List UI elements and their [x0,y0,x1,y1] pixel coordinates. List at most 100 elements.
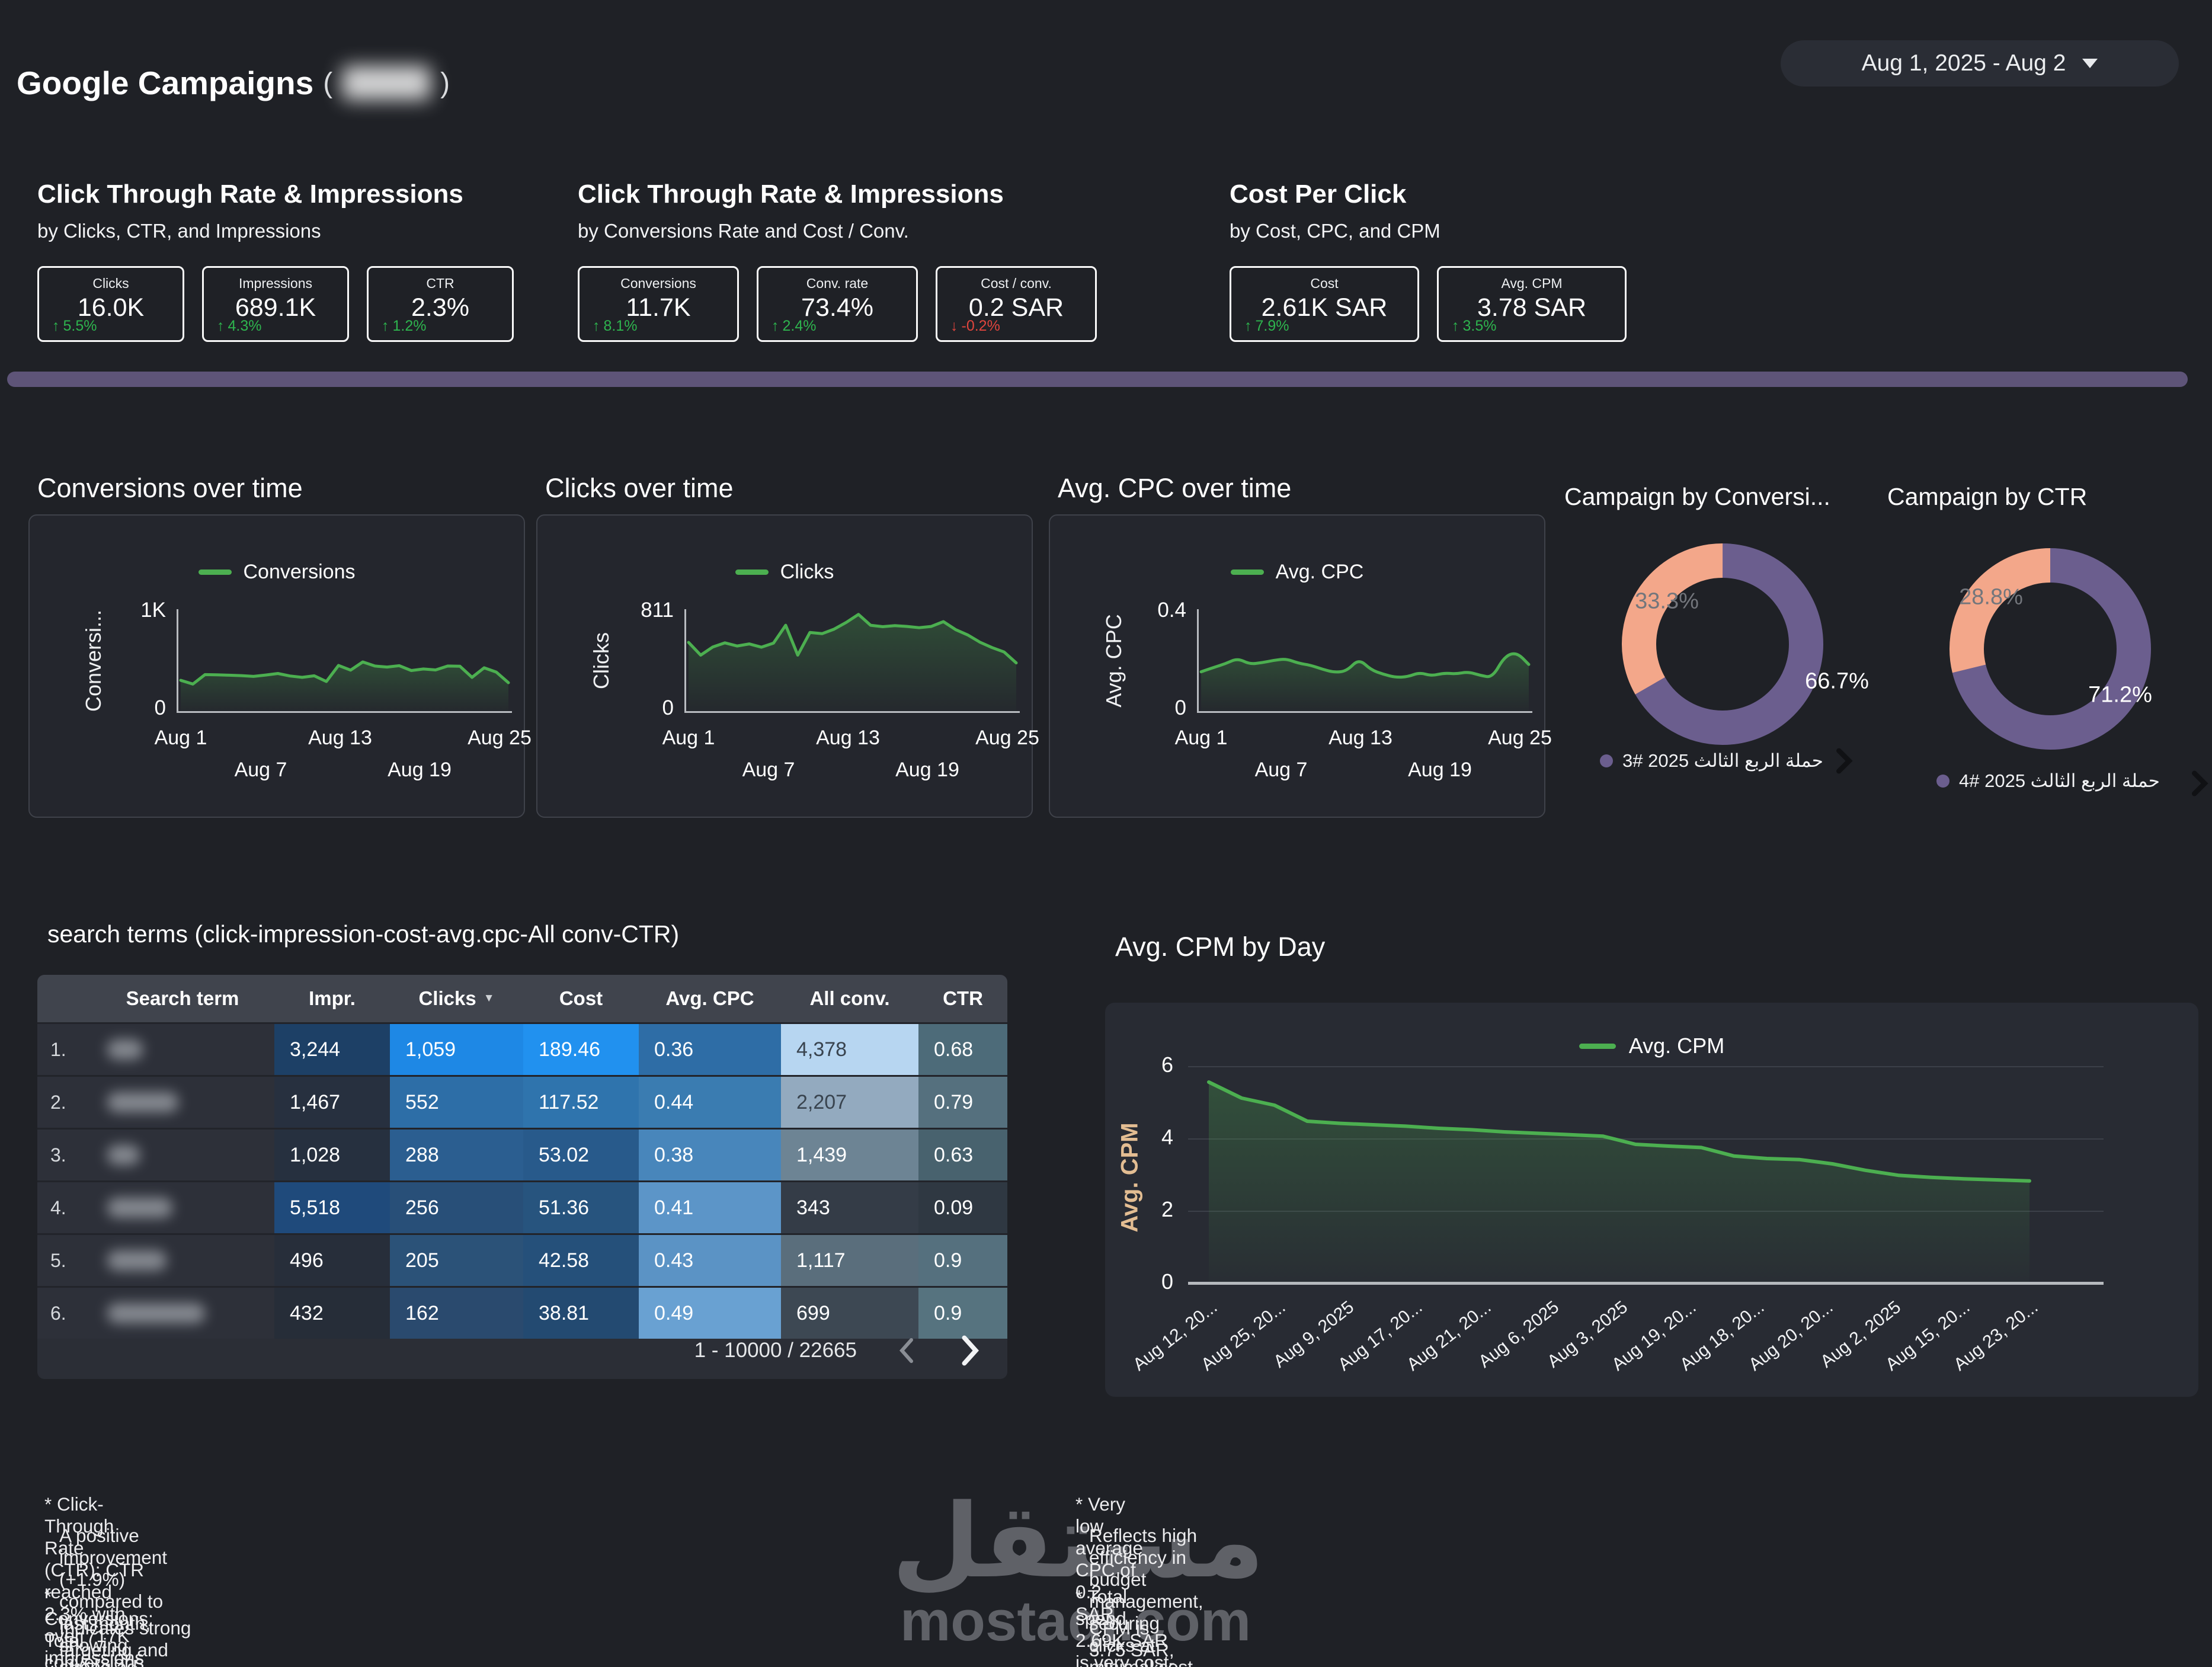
redacted-text [107,1039,143,1060]
cpm-chart-title: Avg. CPM by Day [1115,932,1326,962]
x-tick: Aug 13 [1329,727,1392,749]
table-row[interactable]: 4. 5,518 256 51.36 0.41 343 0.09 [37,1180,1007,1233]
trend-arrow-icon: ↑ [1244,318,1252,334]
kpi-card: Cost 2.61K SAR ↑ 7.9% [1230,266,1419,342]
cell-avg-cpc: 0.41 [639,1182,781,1233]
cell-cost: 117.52 [523,1077,639,1128]
y-tick-min: 0 [1174,696,1186,719]
page-next-icon[interactable] [956,1334,982,1367]
sort-desc-icon: ▼ [483,992,495,1004]
chevron-right-icon[interactable] [1830,745,1857,776]
donut-pct-label: 33.3% [1635,588,1699,614]
kpi-label: Cost [1310,276,1339,291]
cell-impressions: 3,244 [274,1024,390,1075]
trend-arrow-icon: ↑ [382,318,389,334]
legend: Avg. CPC [1050,561,1544,584]
kpi-delta: ↑ 2.4% [772,318,816,335]
x-tick: Aug 7 [742,759,795,781]
col-ctr[interactable]: CTR [943,987,983,1009]
kpi-delta: ↑ 3.5% [1452,318,1496,335]
kpi-card: CTR 2.3% ↑ 1.2% [367,266,514,342]
kpi-delta-value: 5.5% [63,318,97,334]
page-title: Google Campaigns ( ) [17,64,450,102]
donut-title-ctr: Campaign by CTR [1887,483,2088,510]
cell-clicks: 552 [390,1077,523,1128]
col-clicks-sorted[interactable]: Clicks ▼ [418,987,495,1009]
kpi-value: 689.1K [235,293,316,322]
legend-label: Conversions [243,561,356,583]
x-tick: Aug 19 [895,759,959,781]
y-tick-max: 0.4 [1157,599,1186,622]
note-line: * Total spend 2.69K SAR is very cost-eff… [1075,1586,1176,1667]
kpi-card: Conversions 11.7K ↑ 8.1% [578,266,739,342]
row-rank: 4. [50,1196,66,1218]
title-paren-close: ) [440,67,450,99]
cell-cost: 42.58 [523,1235,639,1286]
date-range-picker[interactable]: Aug 1, 2025 - Aug 2 [1781,40,2179,87]
x-tick: Aug 25 [975,727,1039,749]
donut-pct-label: 28.8% [1959,584,2023,610]
x-tick: Aug 25 [468,727,532,749]
legend-line-icon [1579,1043,1616,1049]
x-tick: Aug 25 [1488,727,1552,749]
title-paren-open: ( [323,67,333,99]
kpi-card: Impressions 689.1K ↑ 4.3% [202,266,349,342]
row-rank: 6. [50,1302,66,1324]
donut-pct-label: 66.7% [1805,668,1869,694]
donut-legend: 4# 2025 حملة الربع الثالث [1936,770,2160,792]
cell-cost: 38.81 [523,1288,639,1339]
row-rank: 3. [50,1144,66,1166]
kpi-value: 73.4% [801,293,873,322]
table-pagination: 1 - 10000 / 22665 [37,1322,1007,1379]
search-terms-table: Search term Impr. Clicks ▼ Cost Avg. CPC … [37,975,1007,1379]
row-search-term-redacted [91,1130,274,1180]
x-tick: Aug 13 [816,727,880,749]
cell-impressions: 432 [274,1288,390,1339]
table-row[interactable]: 5. 496 205 42.58 0.43 1,117 0.9 [37,1233,1007,1286]
table-row[interactable]: 3. 1,028 288 53.02 0.38 1,439 0.63 [37,1128,1007,1180]
x-tick: Aug 1 [154,727,207,749]
table-row[interactable]: 1. 3,244 1,059 189.46 0.36 4,378 0.68 [37,1022,1007,1075]
y-tick: 0 [1161,1269,1173,1294]
date-range-label: Aug 1, 2025 - Aug 2 [1861,50,2066,76]
kpi-section-subtitle: by Cost, CPC, and CPM [1230,220,1440,242]
kpi-delta-value: 7.9% [1255,318,1289,334]
donut-legend-label: 3# 2025 حملة الربع الثالث [1622,750,1823,771]
x-tick: Aug 1 [1174,727,1228,749]
cell-ctr: 0.79 [918,1077,1007,1128]
col-search-term[interactable]: Search term [126,987,239,1009]
cell-all-conv: 343 [781,1182,918,1233]
table-row[interactable]: 6. 432 162 38.81 0.49 699 0.9 [37,1286,1007,1339]
cell-ctr: 0.09 [918,1182,1007,1233]
col-avg-cpc[interactable]: Avg. CPC [665,987,754,1009]
kpi-cards: Cost 2.61K SAR ↑ 7.9% Avg. CPM 3.78 SAR … [1230,266,1627,342]
kpi-label: Impressions [239,276,312,291]
table-title: search terms (click-impression-cost-avg.… [47,920,680,948]
y-axis-line [1197,609,1199,713]
cell-all-conv: 1,117 [781,1235,918,1286]
kpi-label: Avg. CPM [1501,276,1563,291]
cpm-chart-card: Avg. CPM Avg. CPM 6 4 2 0 Aug 12, 20... A… [1105,1003,2198,1397]
col-cost[interactable]: Cost [559,987,603,1009]
kpi-delta: ↓ -0.2% [950,318,1000,335]
kpi-section-title: Click Through Rate & Impressions [37,180,463,209]
kpi-card: Conv. rate 73.4% ↑ 2.4% [757,266,918,342]
table-row[interactable]: 2. 1,467 552 117.52 0.44 2,207 0.79 [37,1075,1007,1128]
col-all-conv[interactable]: All conv. [809,987,890,1009]
row-search-term-redacted [91,1182,274,1233]
kpi-value: 3.78 SAR [1477,293,1587,322]
legend-dot-icon [1936,775,1949,788]
chevron-right-icon[interactable] [2185,768,2212,799]
kpi-card: Clicks 16.0K ↑ 5.5% [37,266,184,342]
conversions-chart-card: Conversions Conversi... 1K 0 Aug 1 Aug 7… [28,514,532,818]
row-rank: 2. [50,1091,66,1113]
page-prev-icon[interactable] [895,1335,918,1366]
col-impressions[interactable]: Impr. [309,987,356,1009]
x-axis-line [1197,711,1532,713]
legend: Clicks [537,561,1032,584]
kpi-value: 16.0K [77,293,145,322]
y-axis-line [684,609,686,713]
x-tick: Aug 19 [388,759,452,781]
kpi-delta: ↑ 1.2% [382,318,426,335]
kpi-delta: ↑ 4.3% [217,318,261,335]
